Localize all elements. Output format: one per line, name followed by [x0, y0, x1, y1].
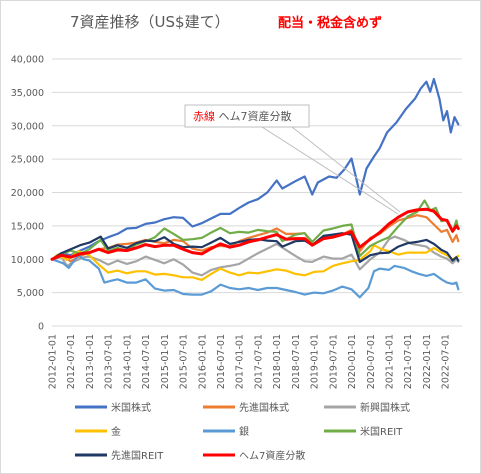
annotation-leader-2 — [291, 126, 401, 213]
x-tick-label: 2016-01-01 — [197, 334, 208, 389]
y-tick-label: 30,000 — [11, 121, 44, 132]
x-axis-ticks: 2012-01-01 2012-07-01 2013-01-01 2013-07-01… — [48, 334, 452, 389]
x-tick-label: 2021-01-01 — [384, 334, 395, 389]
legend-label: 先進国株式 — [239, 401, 289, 414]
annotation-box — [184, 104, 310, 128]
x-tick-label: 2022-07-01 — [441, 334, 452, 389]
chart-subtitle: 配当・税金含めず — [278, 15, 382, 31]
series-line — [50, 232, 460, 263]
legend-label: 銀 — [239, 425, 249, 438]
annotation: 赤線 ヘム7資産分散 — [184, 104, 401, 215]
x-tick-label: 2014-07-01 — [141, 334, 152, 389]
y-tick-label: 20,000 — [11, 188, 44, 199]
annotation-text: 赤線 ヘム7資産分散 — [193, 109, 292, 123]
series-lines — [50, 77, 460, 299]
legend-label: 新興国株式 — [360, 401, 410, 414]
legend-label: ヘム7資産分散 — [239, 449, 305, 462]
legend-label: 金 — [111, 425, 121, 438]
x-tick-label: 2019-07-01 — [328, 334, 339, 389]
y-tick-label: 15,000 — [11, 221, 44, 232]
y-axis-ticks: 0 5,000 10,000 15,000 20,000 25,000 30,000 35,0… — [11, 55, 44, 333]
y-tick-label: 40,000 — [11, 55, 44, 66]
x-tick-label: 2016-07-01 — [216, 334, 227, 389]
legend-label: 先進国REIT — [111, 450, 164, 462]
x-tick-label: 2018-07-01 — [291, 334, 302, 389]
annotation-rest-text: ヘム7資産分散 — [215, 109, 292, 123]
x-tick-label: 2017-01-01 — [235, 334, 246, 389]
legend-label: 米国REIT — [360, 425, 403, 438]
series-line — [50, 254, 460, 299]
legend-label: 米国株式 — [111, 401, 151, 414]
x-tick-label: 2015-01-01 — [160, 334, 171, 389]
series-line — [50, 214, 460, 263]
y-tick-label: 10,000 — [11, 255, 44, 266]
chart-title: 7資産推移（US$建て） — [70, 13, 230, 31]
x-tick-label: 2015-07-01 — [179, 334, 190, 389]
series-line — [50, 235, 460, 277]
x-tick-label: 2017-07-01 — [253, 334, 264, 389]
series-line — [50, 244, 460, 281]
y-tick-label: 5,000 — [17, 288, 44, 299]
x-tick-label: 2018-01-01 — [272, 334, 283, 389]
y-tick-label: 0 — [38, 322, 44, 333]
x-tick-label: 2020-01-01 — [347, 334, 358, 389]
y-tick-label: 25,000 — [11, 155, 44, 166]
x-tick-label: 2012-07-01 — [66, 334, 77, 389]
x-tick-label: 2012-01-01 — [48, 334, 59, 389]
series-line — [50, 207, 460, 261]
x-tick-label: 2014-01-01 — [122, 334, 133, 389]
x-tick-label: 2020-07-01 — [366, 334, 377, 389]
x-tick-label: 2013-01-01 — [85, 334, 96, 389]
series-line — [50, 77, 460, 261]
annotation-red-text: 赤線 — [193, 109, 215, 123]
x-tick-label: 2021-07-01 — [403, 334, 414, 389]
x-tick-label: 2013-07-01 — [104, 334, 115, 389]
annotation-leader-1 — [261, 126, 399, 215]
y-tick-label: 35,000 — [11, 88, 44, 99]
x-tick-label: 2022-01-01 — [422, 334, 433, 389]
x-tick-label: 2019-01-01 — [310, 334, 321, 389]
